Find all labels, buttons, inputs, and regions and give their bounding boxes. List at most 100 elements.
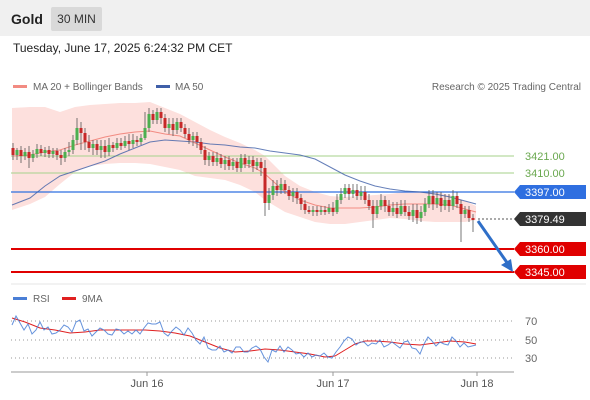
rsi-legend-label: RSI xyxy=(33,294,50,305)
x-label-jun16: Jun 16 xyxy=(130,378,163,390)
candle-body xyxy=(135,140,139,142)
candle-body xyxy=(239,158,243,168)
candle-body xyxy=(315,210,319,212)
candle-body xyxy=(379,200,383,206)
candle-body xyxy=(467,210,471,218)
candle-body xyxy=(447,200,451,206)
candle-body xyxy=(183,128,187,134)
candle-body xyxy=(199,142,203,150)
top-bar: Gold 30 MIN xyxy=(0,0,590,36)
level-label-3421: 3421.00 xyxy=(525,151,565,163)
x-label-jun18: Jun 18 xyxy=(460,378,493,390)
level-box-3397 xyxy=(514,185,586,199)
candle-body xyxy=(35,149,39,154)
candle-body xyxy=(31,154,35,158)
candle-body xyxy=(115,143,119,148)
candle-body xyxy=(59,155,63,158)
candle-body xyxy=(111,145,115,148)
candle-body xyxy=(155,112,159,120)
candle-body xyxy=(103,146,107,152)
candle-body xyxy=(87,142,91,148)
candle-body xyxy=(411,210,415,216)
candle-body xyxy=(399,206,403,214)
candle-body xyxy=(51,151,55,154)
candle-body xyxy=(219,158,223,164)
instrument-title: Gold xyxy=(11,11,43,27)
candle-body xyxy=(255,162,259,166)
last-price-box xyxy=(514,212,586,226)
candle-body xyxy=(419,212,423,218)
candle-body xyxy=(63,152,67,158)
candle-body xyxy=(251,160,255,166)
candle-body xyxy=(47,150,51,154)
candle-body xyxy=(407,212,411,216)
candle-body xyxy=(371,206,375,214)
candle-body xyxy=(275,186,279,190)
candle-body xyxy=(227,160,231,166)
candle-body xyxy=(351,190,355,194)
candle-body xyxy=(423,204,427,212)
candle-body xyxy=(347,188,351,194)
candle-body xyxy=(83,133,87,142)
candle-body xyxy=(383,200,387,206)
candle-body xyxy=(279,184,283,190)
timestamp: Tuesday, June 17, 2025 6:24:32 PM CET xyxy=(13,41,233,55)
candle-body xyxy=(415,210,419,218)
ma50-line xyxy=(11,139,477,206)
candle-body xyxy=(71,140,75,150)
candle-body xyxy=(319,210,323,212)
level-box-3345 xyxy=(514,265,586,279)
candle-body xyxy=(167,124,171,128)
candle-body xyxy=(367,200,371,206)
candle-body xyxy=(39,149,43,153)
candle-body xyxy=(435,198,439,204)
candle-body xyxy=(55,151,59,155)
candle-body xyxy=(271,186,275,195)
candle-body xyxy=(207,156,211,160)
rsi-ma9-line xyxy=(11,317,477,358)
candle-body xyxy=(119,143,123,146)
candle-body xyxy=(295,192,299,198)
rsi-line xyxy=(11,314,477,364)
ma9-legend-swatch xyxy=(62,297,76,300)
candle-body xyxy=(203,150,207,160)
candle-body xyxy=(43,150,47,153)
candle-body xyxy=(235,162,239,168)
candle-body xyxy=(363,192,367,200)
candle-body xyxy=(339,194,343,200)
candle-body xyxy=(471,218,475,220)
ma50-legend-label: MA 50 xyxy=(175,82,204,93)
rsi-label-30: 30 xyxy=(525,353,537,365)
candle-body xyxy=(127,141,131,144)
candle-body xyxy=(391,208,395,212)
candle-body xyxy=(91,144,95,148)
candle-body xyxy=(283,184,287,190)
candle-body xyxy=(243,158,247,164)
candle-body xyxy=(355,190,359,196)
candle-body xyxy=(223,160,227,164)
candle-body xyxy=(451,196,455,206)
candle-body xyxy=(327,208,331,212)
chart-panel xyxy=(0,36,590,400)
candle-body xyxy=(99,146,103,150)
candle-body xyxy=(143,128,147,138)
candle-body xyxy=(163,118,167,128)
candle-body xyxy=(19,150,23,156)
candle-body xyxy=(299,198,303,204)
candle-body xyxy=(335,200,339,212)
interval-selector[interactable]: 30 MIN xyxy=(51,7,102,31)
candle-body xyxy=(259,162,263,168)
candle-body xyxy=(247,160,251,164)
ma9-legend-label: 9MA xyxy=(82,294,103,305)
candle-body xyxy=(67,150,71,152)
candle-body xyxy=(359,192,363,196)
ma20-legend-swatch xyxy=(13,85,27,88)
candle-body xyxy=(403,206,407,212)
candle-body xyxy=(375,206,379,214)
candle-body xyxy=(463,210,467,214)
candle-body xyxy=(15,150,19,155)
candle-body xyxy=(439,198,443,206)
candle-body xyxy=(123,141,127,146)
level-label-3397: 3397.00 xyxy=(525,187,565,199)
candle-body xyxy=(171,124,175,130)
